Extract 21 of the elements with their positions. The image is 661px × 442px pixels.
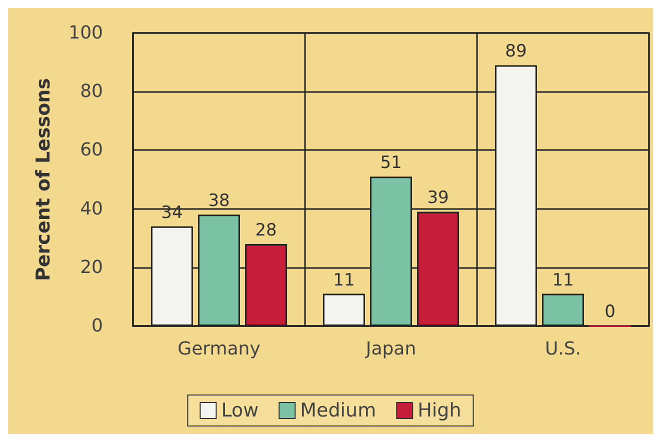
- legend-label: Medium: [300, 400, 376, 422]
- y-axis-title: Percent of Lessons: [32, 78, 54, 281]
- data-label: 0: [604, 302, 616, 322]
- legend-label: Low: [221, 400, 259, 422]
- data-label: 89: [505, 42, 527, 62]
- x-tick-label: Japan: [364, 338, 416, 360]
- y-tick-label: 60: [80, 140, 103, 161]
- y-tick-label: 80: [80, 81, 103, 102]
- y-tick-label: 0: [92, 316, 103, 336]
- y-tick-label: 100: [68, 22, 103, 44]
- y-tick-label: 20: [80, 256, 103, 278]
- data-label: 28: [255, 220, 277, 240]
- x-tick-label: U.S.: [544, 338, 582, 360]
- x-tick-label: Germany: [178, 338, 261, 360]
- data-label: 11: [552, 270, 574, 290]
- data-label: 51: [380, 153, 402, 174]
- y-tick-label: 40: [80, 198, 103, 220]
- data-label: 38: [208, 191, 230, 212]
- data-label: 39: [427, 188, 449, 208]
- legend-label: High: [418, 400, 462, 422]
- data-label: 11: [333, 270, 355, 290]
